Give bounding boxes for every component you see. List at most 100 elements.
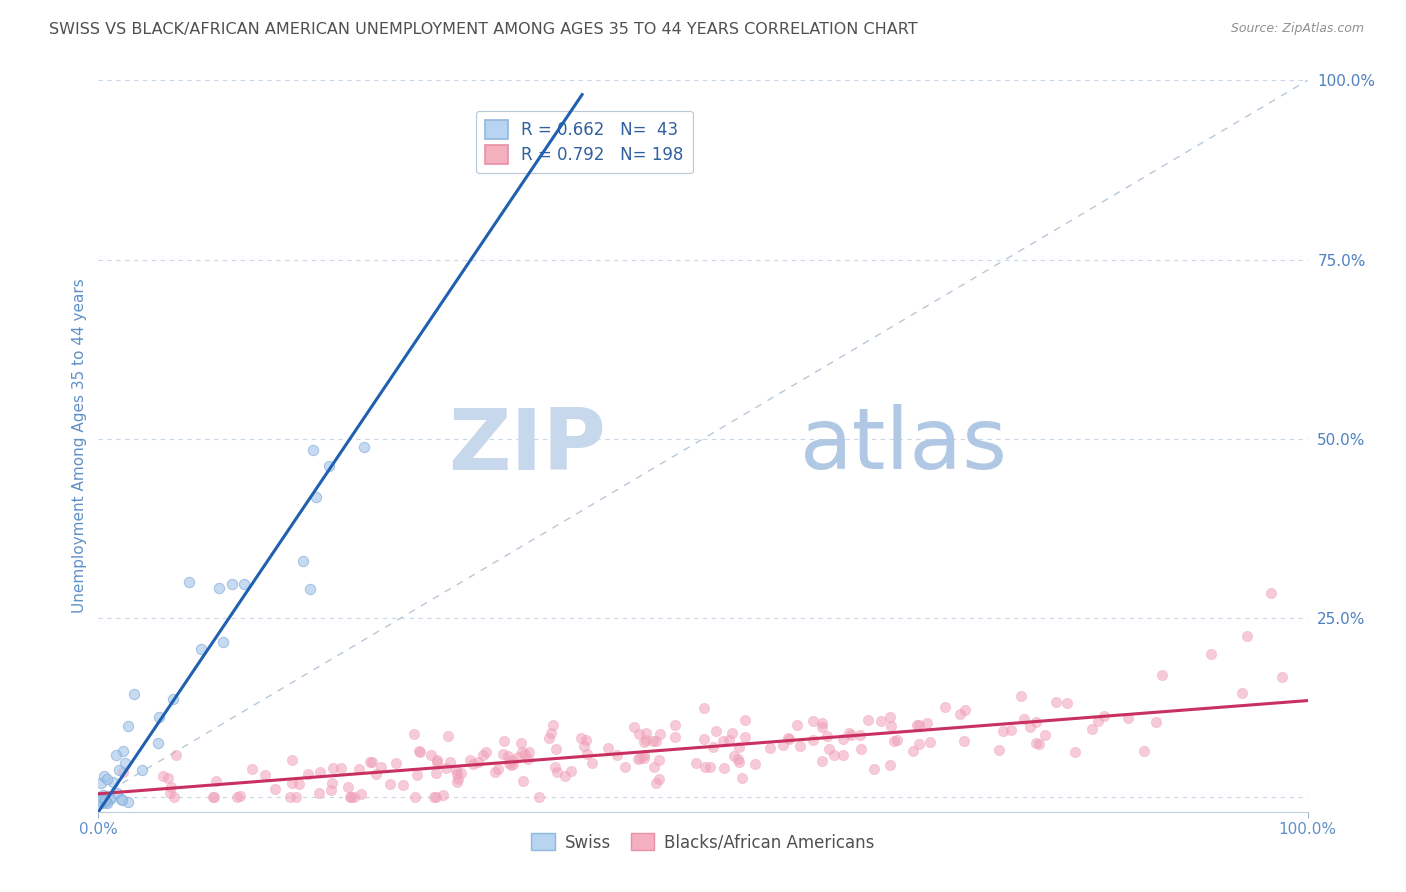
Text: ZIP: ZIP (449, 404, 606, 488)
Point (699, 759, 721, 773)
Point (472, 748, 495, 763)
Point (93, 794, 115, 808)
Point (517, 745, 540, 759)
Point (343, 790, 366, 805)
Point (664, 730, 686, 744)
Point (908, 718, 931, 732)
Point (883, 734, 905, 748)
Point (202, 790, 225, 805)
Point (205, 774, 228, 789)
Point (759, 740, 782, 755)
Point (148, 710, 170, 724)
Point (146, 736, 169, 750)
Point (907, 738, 929, 752)
Point (309, 765, 332, 780)
Point (89, 793, 111, 807)
Point (423, 790, 446, 805)
Point (159, 787, 181, 801)
Point (727, 752, 749, 766)
Point (516, 752, 538, 766)
Point (1000, 723, 1022, 737)
Point (405, 768, 427, 782)
Point (1056, 697, 1078, 711)
Point (633, 751, 655, 765)
Point (491, 747, 513, 761)
Point (122, 687, 145, 701)
Point (498, 756, 520, 771)
Point (240, 762, 263, 776)
Point (810, 754, 832, 768)
Point (634, 726, 657, 740)
Point (627, 752, 650, 766)
Point (858, 713, 880, 727)
Point (506, 749, 529, 764)
Point (299, 582, 322, 597)
Point (704, 723, 727, 738)
Point (801, 714, 824, 729)
Point (105, 786, 128, 800)
Point (1271, 670, 1294, 684)
Point (1012, 712, 1035, 726)
Point (728, 755, 751, 769)
Point (723, 749, 745, 764)
Point (574, 732, 596, 747)
Point (1010, 689, 1032, 703)
Point (208, 581, 231, 595)
Text: SWISS VS BLACK/AFRICAN AMERICAN UNEMPLOYMENT AMONG AGES 35 TO 44 YEARS CORRELATI: SWISS VS BLACK/AFRICAN AMERICAN UNEMPLOY… (49, 22, 918, 37)
Point (408, 744, 430, 758)
Point (544, 760, 567, 774)
Point (643, 734, 665, 748)
Point (772, 738, 794, 752)
Point (364, 767, 387, 781)
Point (510, 745, 533, 759)
Point (496, 749, 519, 764)
Point (849, 742, 872, 756)
Point (1230, 686, 1253, 700)
Point (425, 766, 447, 780)
Point (380, 777, 402, 791)
Point (1035, 728, 1057, 742)
Point (693, 731, 716, 746)
Point (831, 747, 853, 762)
Point (849, 728, 872, 742)
Point (458, 753, 481, 767)
Point (432, 789, 454, 803)
Point (546, 764, 568, 779)
Point (179, 575, 201, 590)
Point (305, 490, 328, 504)
Point (475, 745, 498, 759)
Point (87, 790, 110, 805)
Point (165, 748, 187, 763)
Point (98, 790, 121, 805)
Point (281, 753, 304, 767)
Point (560, 764, 582, 778)
Point (527, 790, 550, 805)
Point (918, 735, 941, 749)
Point (685, 756, 707, 770)
Point (949, 706, 972, 721)
Point (114, 756, 136, 770)
Point (94, 793, 117, 807)
Point (879, 757, 901, 772)
Point (384, 756, 406, 771)
Point (221, 577, 243, 591)
Point (1025, 736, 1047, 750)
Point (880, 719, 903, 733)
Point (254, 767, 277, 781)
Y-axis label: Unemployment Among Ages 35 to 44 years: Unemployment Among Ages 35 to 44 years (72, 278, 87, 614)
Point (1199, 647, 1222, 661)
Point (264, 781, 287, 796)
Point (538, 731, 561, 745)
Point (321, 776, 343, 790)
Point (280, 776, 302, 790)
Point (596, 741, 619, 756)
Point (284, 790, 307, 805)
Point (702, 739, 724, 754)
Point (915, 716, 938, 731)
Point (96, 772, 118, 787)
Point (541, 718, 564, 732)
Point (839, 728, 862, 742)
Point (510, 736, 533, 750)
Point (110, 791, 132, 805)
Point (744, 757, 766, 772)
